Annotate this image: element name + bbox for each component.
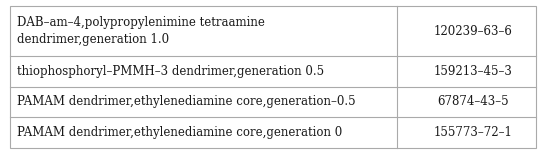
Text: DAB–am–4,polypropylenimine tetraamine
dendrimer,generation 1.0: DAB–am–4,polypropylenimine tetraamine de… <box>17 16 265 46</box>
Text: 67874–43–5: 67874–43–5 <box>437 95 509 108</box>
Text: thiophosphoryl–PMMH–3 dendrimer,generation 0.5: thiophosphoryl–PMMH–3 dendrimer,generati… <box>17 65 324 78</box>
Text: 120239–63–6: 120239–63–6 <box>434 24 513 38</box>
Text: PAMAM dendrimer,ethylenediamine core,generation 0: PAMAM dendrimer,ethylenediamine core,gen… <box>17 126 342 139</box>
Text: 155773–72–1: 155773–72–1 <box>434 126 513 139</box>
Text: PAMAM dendrimer,ethylenediamine core,generation–0.5: PAMAM dendrimer,ethylenediamine core,gen… <box>17 95 355 108</box>
Text: 159213–45–3: 159213–45–3 <box>434 65 513 78</box>
